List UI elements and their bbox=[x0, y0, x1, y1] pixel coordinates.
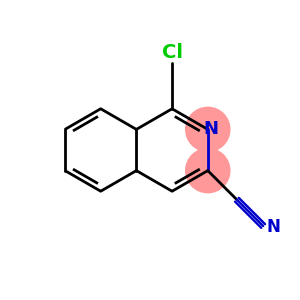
Circle shape bbox=[186, 148, 230, 193]
Text: N: N bbox=[267, 218, 280, 236]
Circle shape bbox=[186, 107, 230, 152]
Text: Cl: Cl bbox=[162, 43, 183, 62]
Text: N: N bbox=[204, 120, 219, 138]
